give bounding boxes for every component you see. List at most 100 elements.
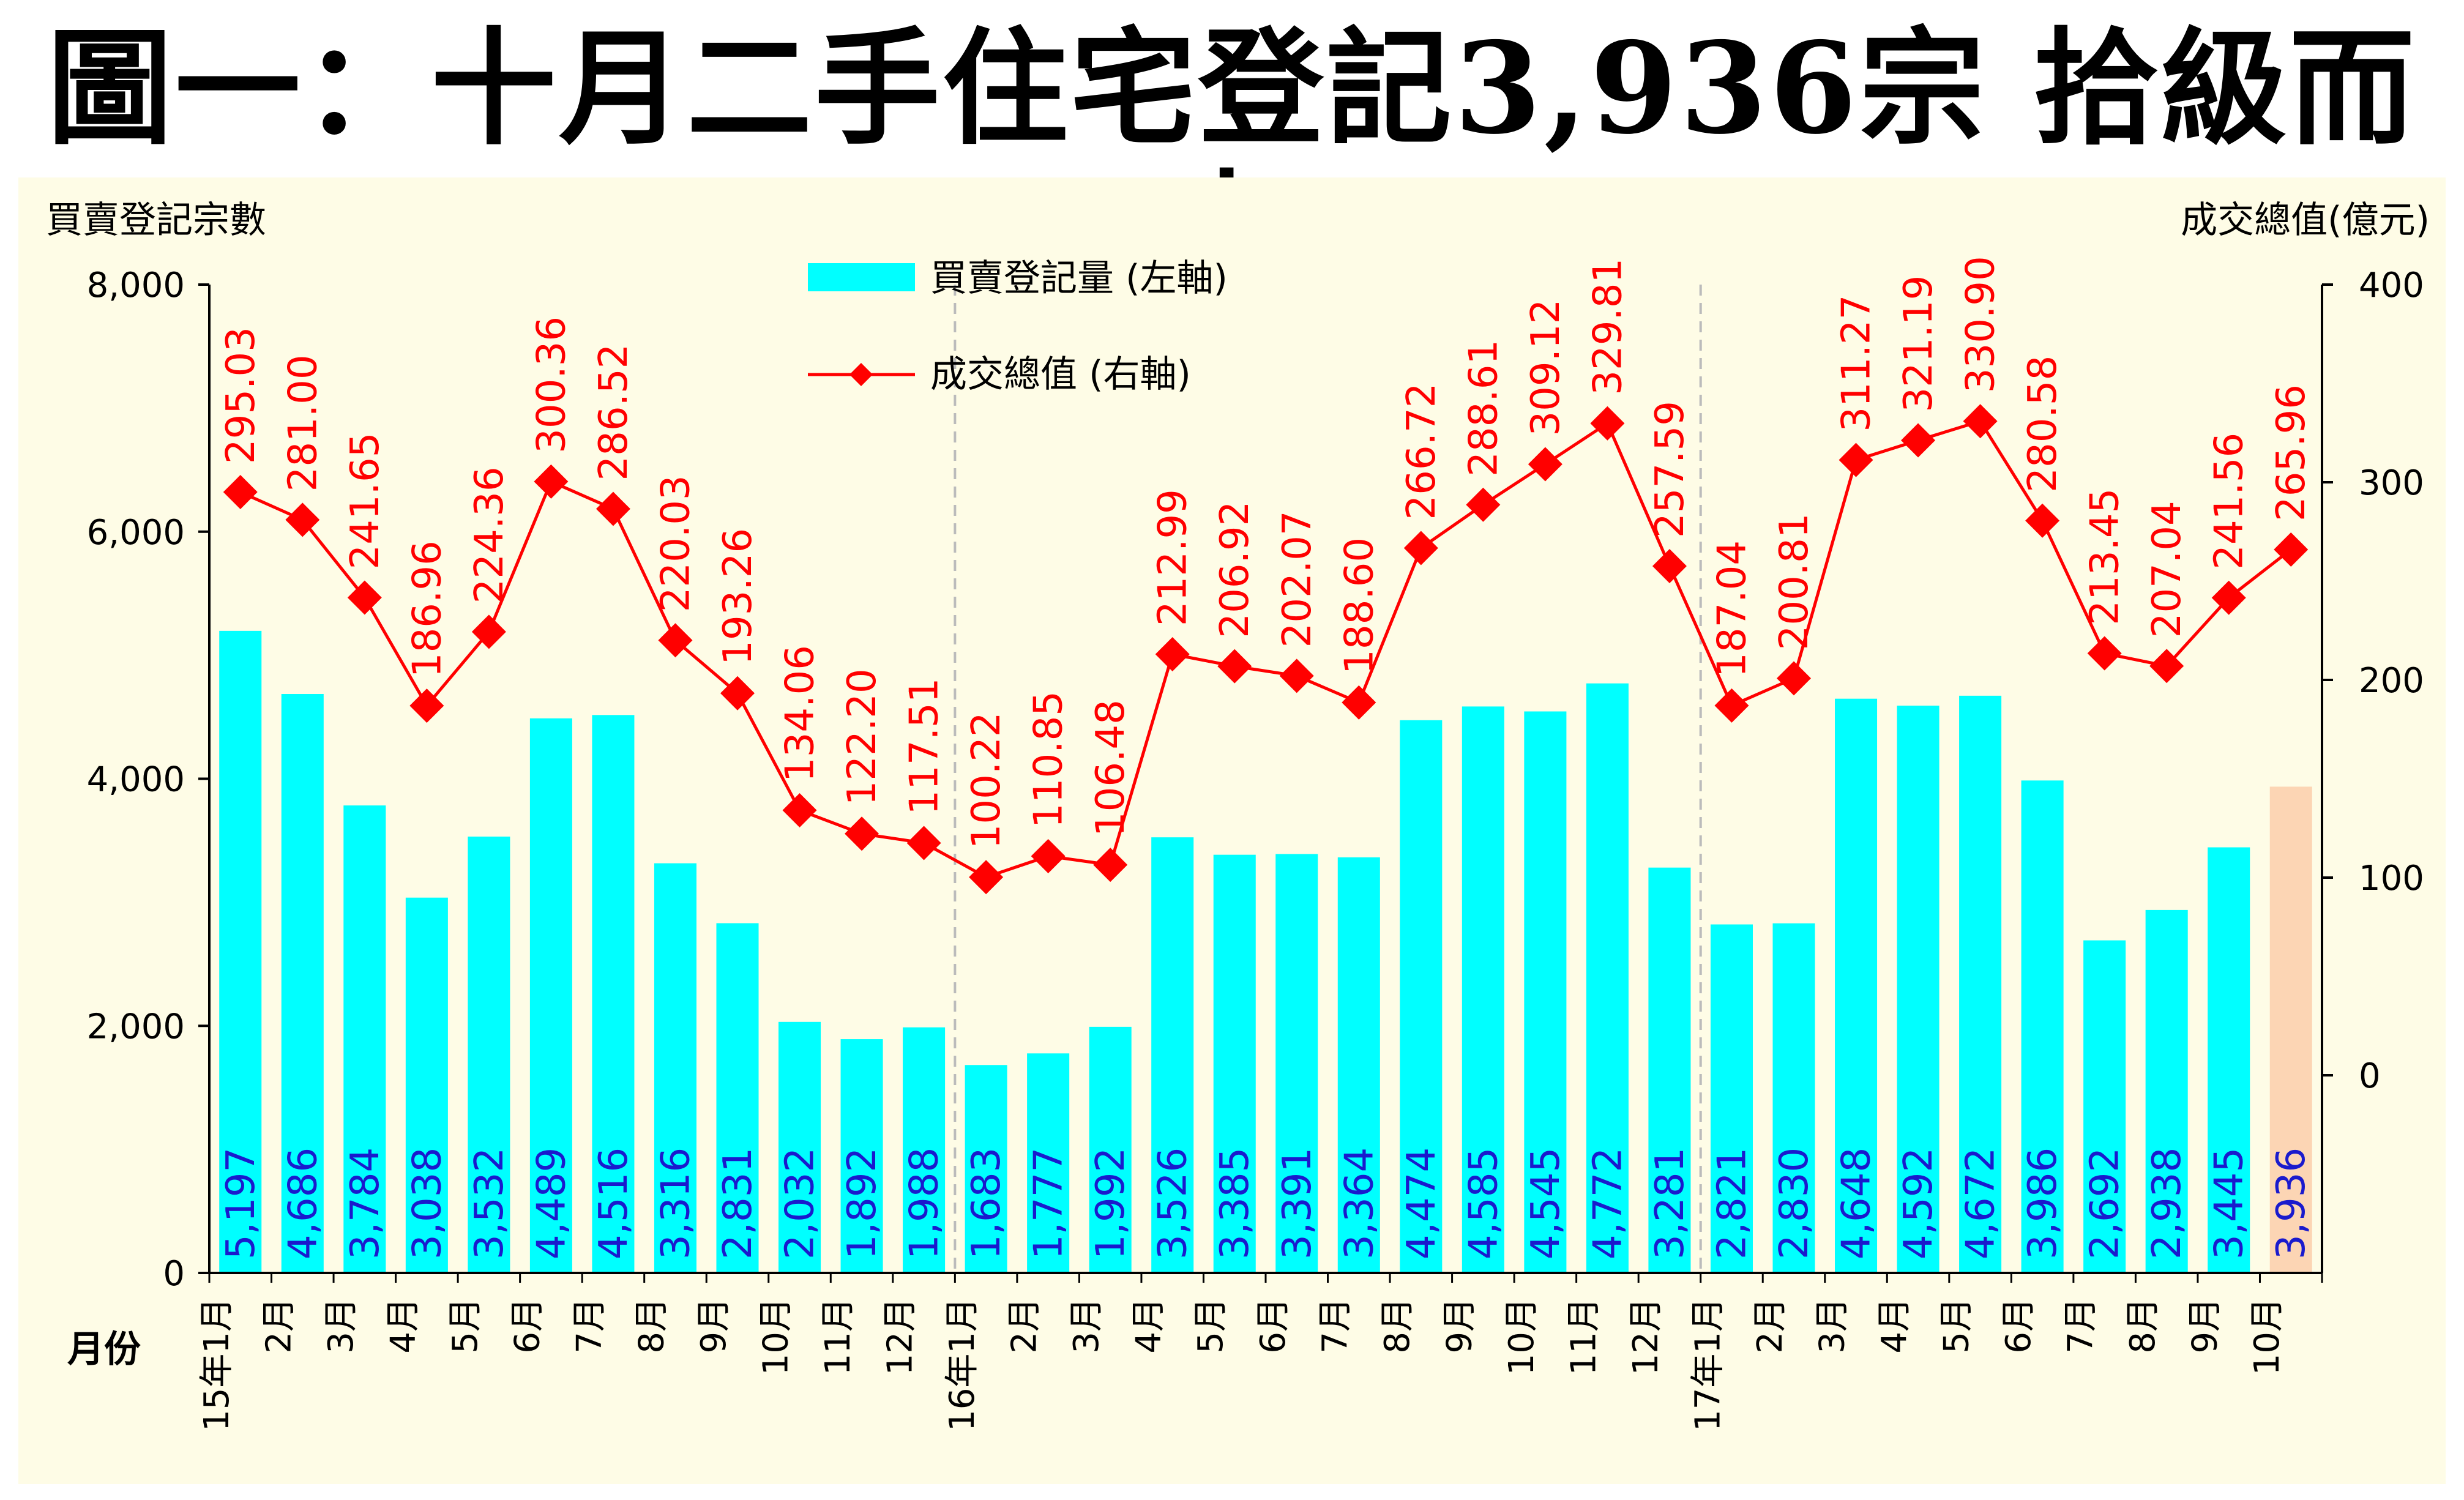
value-label-23: 329.81	[1585, 258, 1630, 395]
volume-label-8: 3,316	[653, 1147, 698, 1259]
volume-bar-21	[1462, 706, 1504, 1273]
volume-bar-10	[778, 1021, 821, 1273]
value-label-7: 286.52	[591, 344, 637, 481]
volume-label-14: 1,777	[1026, 1147, 1072, 1259]
volume-bar-3	[343, 805, 386, 1273]
chart-title: 圖一：十月二手住宅登記3,936宗 拾級而上	[47, 15, 2417, 300]
volume-bar-5	[468, 836, 510, 1273]
month-label-13: 16年1月	[943, 1297, 982, 1431]
legend-bar-label: 買賣登記量 (左軸)	[930, 257, 1228, 300]
value-label-10: 134.06	[778, 645, 823, 782]
month-label-8: 8月	[632, 1297, 671, 1354]
volume-label-17: 3,385	[1212, 1147, 1258, 1259]
value-marker-16	[1155, 637, 1190, 672]
month-label-32: 8月	[2123, 1297, 2163, 1354]
month-label-22: 10月	[1502, 1297, 1542, 1375]
value-marker-13	[969, 860, 1004, 895]
month-label-6: 6月	[507, 1297, 547, 1354]
month-label-29: 5月	[1937, 1297, 1977, 1354]
right-tick-label-1: 0	[2359, 1056, 2381, 1096]
left-tick-label-4: 6,000	[87, 513, 185, 553]
right-tick-label-2: 100	[2359, 859, 2424, 898]
value-label-29: 330.90	[1958, 256, 2004, 393]
value-marker-28	[1901, 423, 1936, 458]
month-label-18: 6月	[1253, 1297, 1293, 1354]
volume-bar-13	[965, 1065, 1007, 1273]
right-tick-label-4: 300	[2359, 463, 2424, 503]
value-marker-21	[1466, 487, 1501, 522]
volume-label-31: 2,692	[2083, 1147, 2128, 1259]
value-marker-24	[1652, 548, 1687, 583]
month-label-23: 11月	[1564, 1297, 1603, 1375]
value-marker-30	[2025, 503, 2060, 538]
value-marker-11	[845, 816, 879, 851]
value-marker-25	[1714, 688, 1749, 723]
value-label-9: 193.26	[715, 528, 761, 665]
month-label-25: 17年1月	[1688, 1297, 1728, 1431]
value-marker-6	[534, 464, 569, 499]
volume-bar-15	[1089, 1026, 1132, 1273]
value-label-21: 288.61	[1461, 340, 1506, 477]
value-label-22: 309.12	[1523, 299, 1569, 436]
volume-label-30: 3,986	[2020, 1147, 2066, 1259]
value-label-8: 220.03	[653, 475, 698, 612]
volume-bar-26	[1772, 923, 1815, 1273]
volume-bar-29	[1959, 695, 2002, 1273]
value-marker-3	[347, 580, 382, 615]
month-label-26: 2月	[1750, 1297, 1790, 1354]
value-marker-29	[1963, 404, 1998, 439]
value-line	[239, 419, 2292, 879]
volume-label-32: 2,938	[2145, 1147, 2190, 1259]
month-label-5: 5月	[446, 1297, 485, 1354]
volume-label-33: 3,445	[2207, 1147, 2252, 1259]
value-label-2: 281.00	[280, 354, 326, 491]
volume-label-3: 3,784	[343, 1147, 388, 1259]
value-label-15: 106.48	[1088, 700, 1133, 837]
volume-bar-22	[1524, 711, 1567, 1273]
volume-label-13: 1,683	[964, 1147, 1009, 1259]
value-marker-2	[285, 502, 320, 537]
month-label-11: 11月	[818, 1297, 858, 1375]
month-label-24: 12月	[1626, 1297, 1666, 1375]
value-marker-15	[1093, 848, 1128, 882]
volume-bar-18	[1275, 854, 1318, 1273]
value-label-24: 257.59	[1648, 401, 1693, 538]
volume-label-34: 3,936	[2269, 1147, 2314, 1259]
volume-label-1: 5,197	[218, 1147, 264, 1259]
volume-bar-30	[2021, 780, 2064, 1273]
volume-bar-34	[2269, 786, 2312, 1273]
volume-bar-12	[903, 1027, 946, 1273]
volume-bar-33	[2208, 847, 2250, 1273]
volume-bar-14	[1027, 1053, 1070, 1273]
value-label-5: 224.36	[467, 466, 512, 603]
month-label-27: 3月	[1813, 1297, 1853, 1354]
left-axis-title: 買賣登記宗數	[46, 199, 266, 242]
value-marker-7	[595, 491, 630, 526]
volume-label-19: 3,364	[1337, 1147, 1382, 1259]
value-label-28: 321.19	[1896, 275, 1941, 412]
month-label-30: 6月	[1999, 1297, 2039, 1354]
volume-bar-4	[405, 897, 448, 1273]
month-label-4: 4月	[383, 1297, 423, 1354]
month-label-2: 2月	[259, 1297, 299, 1354]
month-label-19: 7月	[1315, 1297, 1355, 1354]
volume-label-21: 4,585	[1461, 1147, 1506, 1259]
volume-bar-32	[2145, 909, 2188, 1273]
right-tick-label-5: 400	[2359, 266, 2424, 305]
value-label-32: 207.04	[2145, 501, 2190, 638]
volume-label-29: 4,672	[1958, 1147, 2004, 1259]
chart-panel: 5,197 4,686 3,784 3,038 3,532 4,489 4,516 3,316…	[18, 177, 2446, 1484]
volume-label-11: 1,892	[840, 1147, 885, 1259]
volume-bar-8	[654, 863, 696, 1273]
month-label-1: 15年1月	[197, 1297, 237, 1431]
value-label-4: 186.96	[405, 540, 450, 677]
volume-bar-1	[219, 630, 262, 1273]
value-marker-34	[2274, 532, 2309, 567]
value-marker-31	[2087, 636, 2122, 671]
month-label-10: 10月	[756, 1297, 796, 1375]
value-marker-12	[906, 826, 941, 860]
value-marker-33	[2211, 580, 2246, 615]
month-label-7: 7月	[570, 1297, 610, 1354]
month-label-21: 9月	[1439, 1297, 1479, 1354]
volume-label-7: 4,516	[591, 1147, 637, 1259]
